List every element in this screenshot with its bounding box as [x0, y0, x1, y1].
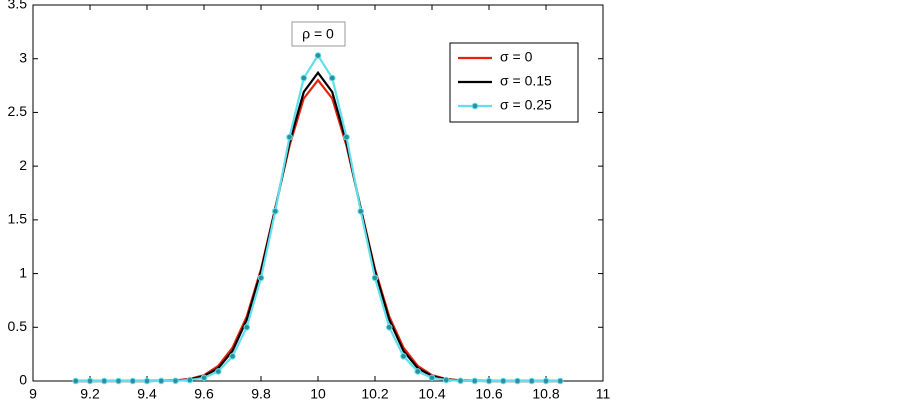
legend-marker — [471, 102, 479, 110]
series-marker — [485, 377, 493, 385]
series-line — [75, 78, 561, 383]
y-tick-label: 1.5 — [8, 211, 28, 227]
series-marker — [428, 374, 436, 382]
series-marker — [314, 52, 322, 59]
series-marker — [100, 377, 108, 385]
series-marker — [556, 377, 564, 385]
x-tick-label: 9.8 — [251, 386, 271, 402]
series-marker — [442, 376, 450, 384]
series-marker — [300, 74, 308, 82]
series-marker — [257, 274, 265, 282]
y-tick-label: 2.5 — [8, 103, 28, 119]
x-tick-label: 9.4 — [137, 386, 157, 402]
x-tick-label: 10.4 — [418, 386, 445, 402]
series-marker — [286, 133, 293, 141]
series-marker — [414, 368, 422, 375]
series-marker — [457, 377, 464, 385]
x-tick-label: 10.2 — [361, 386, 388, 402]
series-marker — [115, 377, 122, 385]
x-tick-label: 9.2 — [80, 386, 100, 402]
series-marker — [72, 377, 80, 385]
series-marker — [528, 377, 536, 385]
series-marker — [157, 377, 165, 385]
annotation-box — [291, 21, 346, 47]
series-marker — [542, 377, 550, 385]
y-tick-label: 0 — [19, 372, 27, 388]
x-tick-label: 10 — [310, 386, 326, 402]
series-marker — [129, 377, 137, 385]
series-marker — [328, 74, 336, 82]
series-marker — [357, 207, 365, 215]
legend-label: σ = 0.25 — [500, 97, 552, 113]
series-marker — [371, 274, 379, 282]
series-marker — [400, 352, 407, 360]
annotation-text: ρ = 0 — [302, 26, 334, 42]
x-tick-label: 10.8 — [532, 386, 559, 402]
legend-label: σ = 0.15 — [500, 73, 552, 89]
series-marker — [514, 377, 521, 385]
y-tick-label: 1 — [19, 264, 27, 280]
legend: σ = 0 σ = 0.15 σ = 0.25 — [449, 42, 579, 123]
series-marker — [172, 377, 179, 385]
series-marker — [385, 323, 393, 331]
series-marker — [186, 376, 194, 384]
y-tick-label: 3 — [19, 49, 27, 65]
series-marker — [243, 323, 251, 331]
y-tick-label: 2 — [19, 157, 27, 173]
y-tick-label: 0.5 — [8, 318, 28, 334]
series-marker — [143, 377, 151, 385]
series-marker — [499, 377, 507, 385]
y-tick-label: 3.5 — [8, 0, 28, 12]
series-marker — [214, 368, 222, 375]
x-tick-label: 11 — [596, 386, 611, 402]
series-marker — [200, 374, 208, 382]
series-marker — [471, 377, 479, 385]
series-marker — [229, 352, 236, 360]
x-tick-label: 10.6 — [475, 386, 502, 402]
series-marker — [343, 133, 350, 141]
x-tick-label: 9 — [29, 386, 37, 402]
x-tick-label: 9.6 — [194, 386, 214, 402]
series-marker — [86, 377, 94, 385]
series-marker — [271, 207, 279, 215]
legend-label: σ = 0 — [500, 49, 533, 65]
annotation: ρ = 0 — [291, 21, 346, 47]
